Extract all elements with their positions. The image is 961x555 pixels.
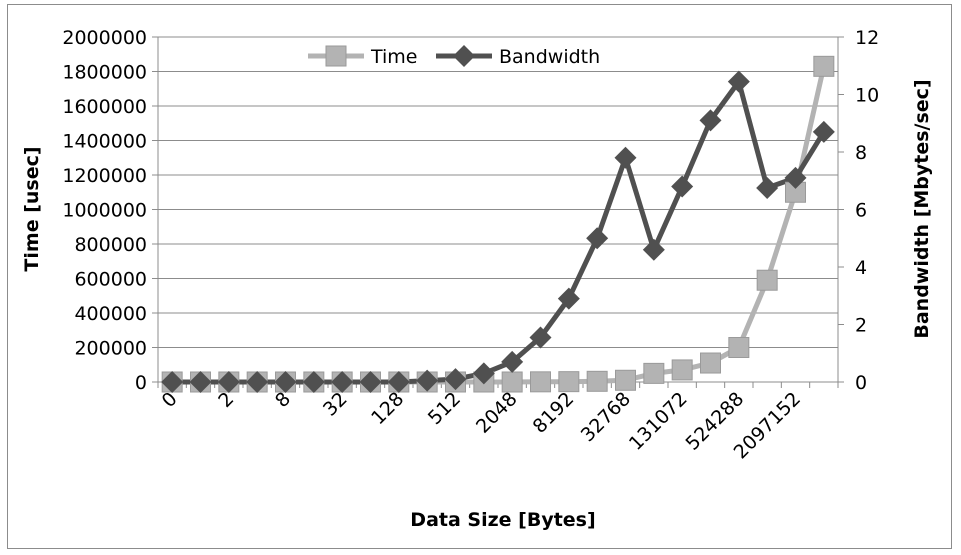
- legend-square-marker: [325, 45, 347, 67]
- time-point: [756, 269, 778, 291]
- bandwidth-point: [189, 371, 212, 393]
- time-point: [671, 359, 693, 381]
- y2-tick-label: 8: [855, 142, 867, 164]
- y2-tick-label: 10: [855, 85, 879, 107]
- bandwidth-point: [331, 371, 354, 393]
- time-point: [586, 370, 608, 392]
- bandwidth-point: [416, 369, 439, 392]
- x-tick-label: 128: [367, 388, 408, 429]
- y2-tick-label: 2: [855, 315, 867, 337]
- bandwidth-point: [756, 176, 779, 199]
- bandwidth-point: [784, 166, 807, 189]
- bandwidth-point: [586, 227, 609, 250]
- bandwidth-point: [699, 109, 722, 132]
- bandwidth-point: [444, 368, 467, 391]
- series-line-bandwidth: [172, 79, 826, 385]
- y2-axis-title: Bandwidth [Mbytes/sec]: [911, 79, 933, 338]
- bandwidth-point: [359, 371, 382, 393]
- legend-label-time: Time: [370, 46, 418, 68]
- x-tick-label: 32: [319, 388, 352, 421]
- bandwidth-point: [161, 371, 184, 393]
- bandwidth-point: [217, 371, 240, 393]
- y2-tick-label: 12: [855, 27, 879, 49]
- y2-tick-label: 6: [855, 200, 867, 222]
- y-tick-label: 2000000: [62, 27, 147, 49]
- bandwidth-point: [557, 287, 580, 310]
- y2-tick-label: 0: [855, 372, 867, 394]
- x-tick-label: 8192: [529, 388, 579, 438]
- bandwidth-point: [274, 371, 297, 393]
- bandwidth-point: [671, 175, 694, 198]
- bandwidth-point: [529, 326, 552, 349]
- bandwidth-point: [472, 362, 495, 385]
- series-line-time: [172, 65, 827, 385]
- time-point: [615, 369, 636, 391]
- time-point: [813, 55, 835, 77]
- x-tick-label: 2048: [472, 388, 522, 438]
- time-point: [700, 352, 721, 374]
- time-point: [643, 362, 665, 384]
- y-tick-label: 1600000: [62, 96, 147, 118]
- y-tick-label: 1800000: [62, 62, 147, 84]
- bandwidth-point: [727, 70, 750, 93]
- y-tick-label: 1000000: [62, 200, 147, 222]
- y-tick-label: 600000: [74, 269, 147, 291]
- bandwidth-point: [302, 371, 325, 393]
- y-axis-title: Time [usec]: [21, 146, 43, 271]
- y-tick-label: 1200000: [62, 165, 147, 187]
- series-lines: [161, 55, 835, 393]
- y-tick-label: 200000: [74, 338, 147, 360]
- y-tick-label: 0: [135, 372, 147, 394]
- x-tick-label: 131072: [625, 388, 692, 455]
- x-axis-title: Data Size [Bytes]: [410, 509, 595, 531]
- legend-label-bandwidth: Bandwidth: [499, 46, 600, 68]
- bandwidth-point: [387, 371, 410, 393]
- y-tick-label: 400000: [74, 303, 147, 325]
- bandwidth-point: [501, 350, 524, 373]
- bandwidth-point: [642, 238, 665, 261]
- legend-diamond-marker: [453, 45, 475, 67]
- bandwidth-point: [812, 120, 835, 143]
- time-point: [558, 371, 580, 393]
- y-tick-label: 800000: [74, 234, 147, 256]
- y2-tick-label: 4: [855, 257, 867, 279]
- time-point: [728, 337, 750, 358]
- axes: 0 200000 400000 600000 800000 1000000 1200000 1…: [62, 27, 879, 463]
- bandwidth-point: [246, 371, 269, 393]
- y-tick-label: 1400000: [62, 131, 147, 153]
- time-point: [501, 371, 523, 393]
- legend: Time Bandwidth: [308, 45, 600, 68]
- x-tick-label: 512: [424, 388, 465, 429]
- time-point: [530, 371, 551, 393]
- chart-frame: [7, 4, 952, 549]
- bandwidth-point: [614, 146, 637, 169]
